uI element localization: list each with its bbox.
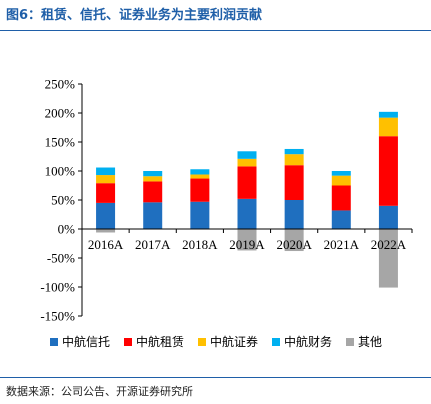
legend-label: 中航证券 xyxy=(210,334,258,349)
legend-label: 中航租赁 xyxy=(136,334,184,349)
bar-2017A-series-1 xyxy=(143,181,163,203)
legend-swatch xyxy=(50,338,58,346)
bar-2019A-series-1 xyxy=(237,166,257,199)
bar-2022A-series-2 xyxy=(378,117,398,137)
bar-2021A-series-0 xyxy=(331,210,351,229)
source-note: 数据来源：公司公告、开源证券研究所 xyxy=(6,385,193,398)
bars-layer xyxy=(96,111,398,288)
legend-swatch xyxy=(124,338,132,346)
x-tick-label: 2018A xyxy=(182,237,218,252)
y-tick-label: 150% xyxy=(45,135,76,150)
bar-2020A-series-4 xyxy=(284,229,304,252)
bar-2022A-series-4 xyxy=(378,229,398,288)
stacked-bar-chart: -150% -100% -50% 0% 50% 100% 150% 200% 250% 2016… xyxy=(40,77,413,349)
x-tick-labels: 2016A 2017A 2018A 2019A 2020A 2021A 2022A xyxy=(88,237,407,252)
axes-layer xyxy=(78,83,413,317)
title-divider xyxy=(0,30,431,31)
bar-2018A-series-3 xyxy=(190,169,210,175)
y-tick-label: 100% xyxy=(45,164,76,179)
chart-area: -150% -100% -50% 0% 50% 100% 150% 200% 250% 2016… xyxy=(0,34,431,376)
x-tick-label: 2019A xyxy=(229,237,265,252)
y-tick-label: -50% xyxy=(47,251,75,266)
bar-2021A-series-1 xyxy=(331,185,351,211)
source-divider xyxy=(0,377,431,378)
bar-2019A-series-3 xyxy=(237,151,257,159)
x-tick-label: 2021A xyxy=(324,237,360,252)
y-tick-labels: -150% -100% -50% 0% 50% 100% 150% 200% 250% xyxy=(40,77,75,324)
bar-2016A-series-1 xyxy=(96,183,116,203)
bar-2019A-series-4 xyxy=(237,229,257,251)
legend-label: 其他 xyxy=(358,335,382,349)
y-tick-label: -100% xyxy=(40,280,75,295)
bar-2017A-series-2 xyxy=(143,176,163,182)
legend-swatch xyxy=(272,338,280,346)
bar-2021A-series-3 xyxy=(331,171,351,176)
x-tick-label: 2022A xyxy=(371,237,407,252)
x-tick-label: 2020A xyxy=(276,237,312,252)
legend-label: 中航财务 xyxy=(284,334,332,349)
bar-2017A-series-3 xyxy=(143,171,163,177)
legend-swatch xyxy=(198,338,206,346)
chart-title: 图6：租赁、信托、证券业务为主要利润贡献 xyxy=(6,8,263,23)
bar-2020A-series-3 xyxy=(284,148,304,155)
y-tick-label: 50% xyxy=(51,193,75,208)
y-tick-label: 250% xyxy=(45,77,76,92)
bar-2022A-series-1 xyxy=(378,136,398,206)
x-tick-label: 2016A xyxy=(88,237,124,252)
bar-2017A-series-0 xyxy=(143,202,163,229)
bar-2019A-series-2 xyxy=(237,158,257,167)
bar-2018A-series-2 xyxy=(190,174,210,179)
bar-2018A-series-1 xyxy=(190,178,210,202)
legend-label: 中航信托 xyxy=(62,334,110,349)
x-tick-label: 2017A xyxy=(135,237,171,252)
y-tick-label: 0% xyxy=(58,222,76,237)
bar-2016A-series-3 xyxy=(96,167,116,176)
bar-2020A-series-1 xyxy=(284,165,304,200)
legend: 中航信托 中航租赁 中航证券 中航财务 其他 xyxy=(50,334,382,349)
y-tick-label: 200% xyxy=(45,106,76,121)
bar-2019A-series-0 xyxy=(237,198,257,229)
y-tick-label: -150% xyxy=(40,309,75,324)
bar-2016A-series-2 xyxy=(96,175,116,184)
bar-2022A-series-3 xyxy=(378,111,398,118)
bar-2016A-series-0 xyxy=(96,202,116,229)
bar-2020A-series-2 xyxy=(284,154,304,166)
legend-swatch xyxy=(346,338,354,346)
bar-2022A-series-0 xyxy=(378,205,398,229)
bar-2020A-series-0 xyxy=(284,200,304,229)
bar-2021A-series-2 xyxy=(331,175,351,186)
bar-2016A-series-4 xyxy=(96,229,116,233)
bar-2018A-series-0 xyxy=(190,201,210,229)
